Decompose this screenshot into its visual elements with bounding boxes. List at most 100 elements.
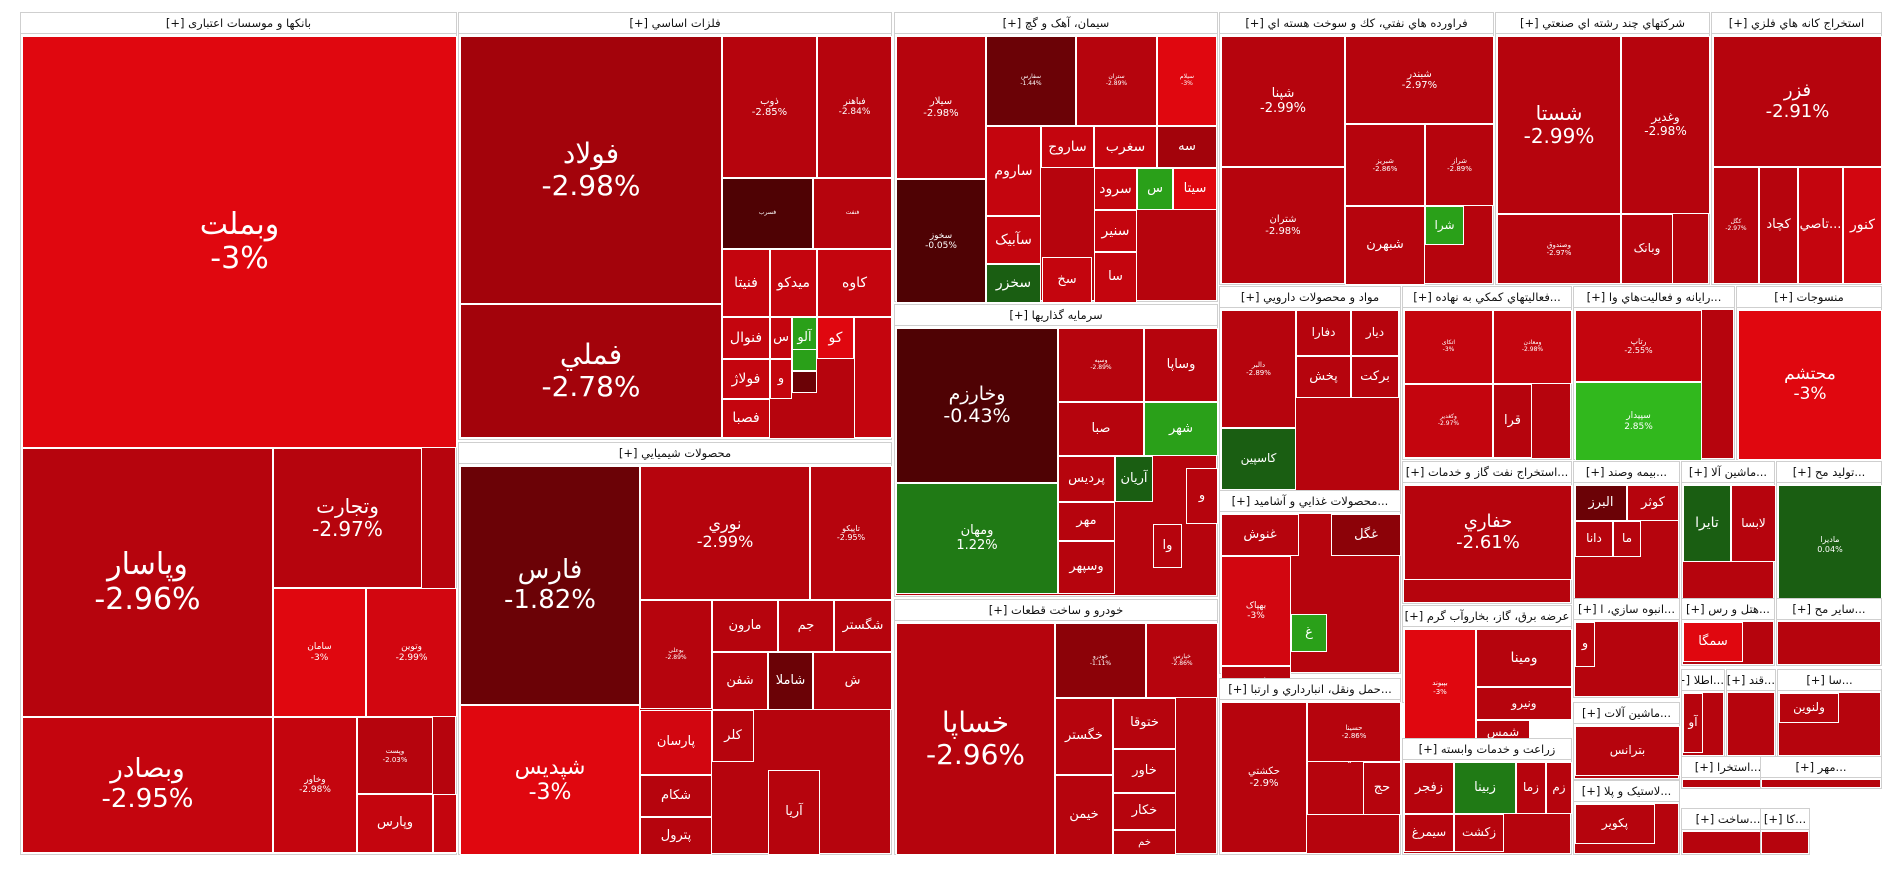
stock-tile[interactable]: حكشتي -2.9% [1221, 702, 1307, 853]
stock-tile[interactable]: ذوب -2.85% [722, 36, 817, 178]
stock-tile[interactable]: وبصادر -2.95% [22, 717, 273, 853]
sector-title[interactable]: فلزات اساسي [+] [459, 13, 891, 34]
sector-title[interactable]: ...مهر [+] [1761, 757, 1881, 778]
stock-tile[interactable]: وپارس [357, 794, 433, 853]
sector-title[interactable]: ...ماشين آلا [+] [1682, 462, 1774, 483]
stock-tile[interactable]: آو [1683, 693, 1703, 753]
stock-tile[interactable]: كلر [712, 710, 754, 762]
stock-tile[interactable]: کنور [1843, 167, 1882, 284]
stock-tile[interactable]: ونيرو [1476, 687, 1572, 720]
stock-tile[interactable]: غنوش [1221, 514, 1299, 556]
stock-tile[interactable]: ديار [1351, 310, 1399, 356]
sector-title[interactable]: ...انبوه سازي، ا [+] [1574, 599, 1679, 620]
stock-tile[interactable]: کچاد [1759, 167, 1798, 284]
sector-title[interactable]: خودرو و ساخت قطعات [+] [895, 600, 1217, 621]
stock-tile[interactable]: سه [1157, 126, 1217, 168]
stock-tile[interactable]: فملي -2.78% [460, 304, 722, 438]
sector-title[interactable]: سرمايه گذاريها [+] [895, 305, 1217, 326]
stock-tile[interactable]: شراز -2.89% [1425, 124, 1494, 206]
stock-tile[interactable]: فصبا [722, 399, 770, 438]
stock-tile[interactable]: غگل [1331, 514, 1401, 556]
stock-tile[interactable]: وساپا [1144, 328, 1218, 402]
stock-tile[interactable]: محتشم -3% [1738, 310, 1882, 460]
sector-title[interactable]: زراعت و خدمات وابسته [+] [1403, 739, 1571, 760]
sector-title[interactable]: ...ساخت [+] [1682, 809, 1774, 830]
stock-tile[interactable]: برکت [1351, 356, 1399, 398]
stock-tile[interactable]: فزر -2.91% [1713, 36, 1882, 167]
stock-tile[interactable]: خكار [1113, 793, 1176, 830]
stock-tile[interactable]: صبا [1058, 402, 1144, 456]
stock-tile[interactable]: وتوين -2.99% [366, 588, 457, 717]
sector-title[interactable]: محصولات شيميايي [+] [459, 443, 891, 464]
sector-title[interactable]: منسوجات [+] [1737, 287, 1881, 308]
sector-title[interactable]: ...حمل ونقل، انبارداري و ارتبا [+] [1220, 679, 1400, 700]
stock-tile[interactable]: سخوز -0.05% [896, 179, 986, 303]
stock-tile[interactable]: شتران -2.98% [1221, 167, 1345, 284]
stock-tile[interactable]: سامان -3% [273, 588, 366, 717]
stock-tile[interactable]: شپديس -3% [460, 705, 640, 855]
stock-tile[interactable]: شرا [1425, 206, 1464, 245]
stock-tile[interactable]: وبانک [1621, 214, 1673, 284]
stock-tile[interactable]: سفارس -1.44% [986, 36, 1076, 126]
sector-title[interactable]: ...ساير مح [+] [1777, 599, 1881, 620]
stock-tile[interactable]: وبملت -3% [22, 36, 457, 448]
stock-tile[interactable]: ختوقا [1113, 698, 1176, 749]
stock-tile[interactable]: كگل -2.97% [1713, 167, 1759, 284]
stock-tile[interactable]: فولاد -2.98% [460, 36, 722, 304]
stock-tile[interactable]: حسينا -2.86% [1307, 702, 1401, 762]
stock-tile[interactable]: ماديرا 0.04% [1778, 485, 1882, 604]
stock-tile[interactable] [854, 317, 892, 438]
stock-tile[interactable]: س [770, 317, 792, 359]
stock-tile[interactable]: خم [1113, 830, 1176, 855]
stock-tile[interactable]: ولنوين [1779, 693, 1839, 723]
stock-tile[interactable]: خيمن [1055, 775, 1113, 855]
stock-tile[interactable]: فنيتا [722, 249, 770, 317]
stock-tile[interactable]: سرود [1094, 168, 1137, 210]
sector-title[interactable]: ...استخراج نفت گاز و خدمات [+] [1403, 462, 1571, 483]
sector-title[interactable]: ...كا [+] [1761, 809, 1809, 830]
stock-tile[interactable]: تايرا [1683, 485, 1731, 562]
stock-tile[interactable] [792, 371, 817, 393]
stock-tile[interactable]: زبينا [1454, 762, 1516, 814]
stock-tile[interactable]: ميدکو [770, 249, 817, 317]
stock-tile[interactable]: آريان [1115, 456, 1153, 502]
stock-tile[interactable]: دفارا [1296, 310, 1351, 356]
stock-tile[interactable]: شاملا [768, 652, 813, 710]
stock-tile[interactable]: سيمرغ [1404, 814, 1454, 852]
stock-tile[interactable]: سا [1094, 252, 1137, 303]
stock-tile[interactable]: غ [1291, 614, 1327, 652]
stock-tile[interactable]: خپارس -2.86% [1146, 623, 1218, 698]
stock-tile[interactable]: ما [1613, 521, 1641, 557]
stock-tile[interactable]: وتجارت -2.97% [273, 448, 422, 588]
stock-tile[interactable]: وپست -2.03% [357, 717, 433, 794]
stock-tile[interactable]: شفن [712, 652, 768, 710]
stock-tile[interactable]: شبهرن [1345, 206, 1425, 285]
stock-tile[interactable]: وصندوق -2.97% [1497, 214, 1621, 284]
stock-tile[interactable]: خساپا -2.96% [896, 623, 1055, 855]
stock-tile[interactable]: سنير [1094, 210, 1137, 252]
stock-tile[interactable]: وکغدير -2.97% [1404, 384, 1493, 458]
sector-title[interactable]: ...فعاليتهاي کمکي به نهاده [+] [1403, 287, 1571, 308]
stock-tile[interactable]: ومينا [1476, 629, 1572, 687]
stock-tile[interactable]: بهپاک -3% [1221, 556, 1291, 666]
stock-tile[interactable]: نوري -2.99% [640, 466, 810, 600]
sector-title[interactable]: مواد و محصولات دارويي [+] [1220, 287, 1400, 308]
stock-tile[interactable]: کاسپين [1221, 428, 1296, 490]
stock-tile[interactable]: سغرب [1094, 126, 1157, 168]
sector-title[interactable]: ...توليد مح [+] [1777, 462, 1881, 483]
stock-tile[interactable]: کاوه [817, 249, 892, 317]
stock-tile[interactable]: فولاژ [722, 359, 770, 399]
stock-tile[interactable]: فسرب [722, 178, 813, 249]
stock-tile[interactable]: فنوال [722, 317, 770, 359]
sector-title[interactable]: ...اطلا [+] [1682, 670, 1724, 691]
stock-tile[interactable]: شکام [640, 775, 712, 817]
stock-tile[interactable]: ش [813, 652, 892, 710]
stock-tile[interactable]: سخزر [986, 264, 1041, 303]
stock-tile[interactable]: شگستر [834, 600, 892, 652]
stock-tile[interactable] [433, 794, 457, 853]
stock-tile[interactable]: شپنا -2.99% [1221, 36, 1345, 167]
stock-tile[interactable]: سخ [1042, 257, 1092, 303]
stock-tile[interactable]: پکوير [1575, 804, 1655, 844]
stock-tile[interactable]: و [770, 359, 792, 399]
sector-title[interactable]: ...استخرا [+] [1682, 757, 1774, 778]
